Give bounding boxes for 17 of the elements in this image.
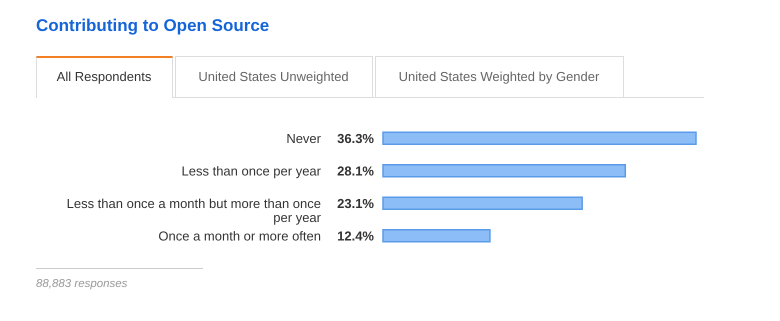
y-tick-label: Less than once per year [182,163,322,178]
text: Contributing to Open Source [36,16,270,35]
text: United States Unweighted [198,69,349,84]
text: United States Weighted by Gender [398,69,600,84]
y-tick-label: Less than once a month but more than once per year [66,196,322,225]
y-tick-label: Never [286,130,322,146]
data-label: 36.3% [337,130,374,146]
y-tick-label: Once a month or more often [158,228,321,244]
bar [382,164,626,178]
bar [382,229,491,242]
data-label: 28.1% [337,163,374,178]
bar [382,132,697,145]
data-label: 23.1% [337,196,374,211]
data-label: 12.4% [337,228,374,244]
text: 88,883 responses [36,278,128,290]
bar [382,196,583,210]
text: All Respondents [56,69,152,84]
